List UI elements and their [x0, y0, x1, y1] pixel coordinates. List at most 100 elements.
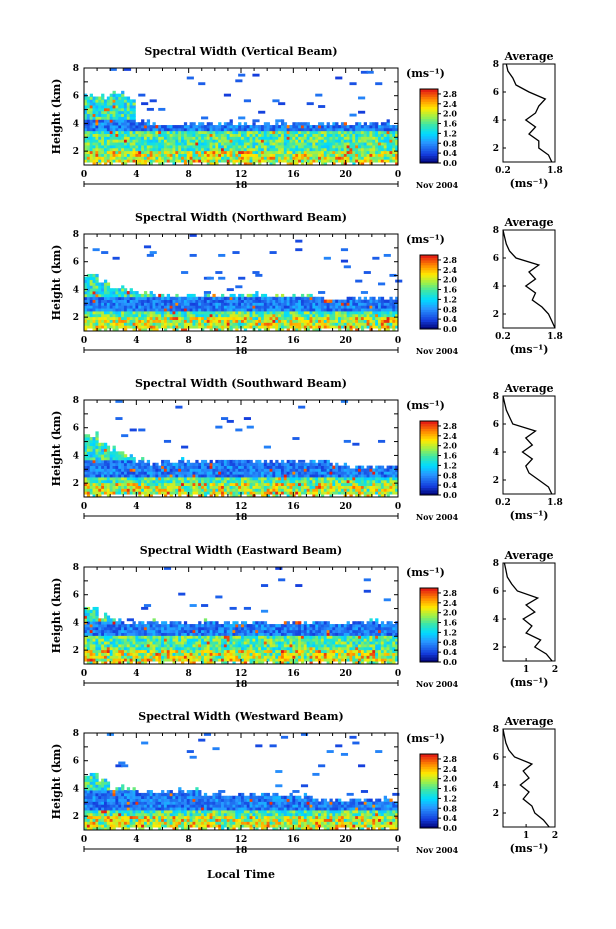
heatmap-cell: [115, 147, 119, 152]
heatmap-cell: [363, 325, 367, 329]
heatmap-cell: [372, 482, 376, 486]
heatmap-cell: [215, 477, 219, 481]
heatmap-cell: [315, 494, 319, 498]
heatmap-cell: [283, 299, 288, 303]
heatmap-cell: [109, 305, 113, 309]
y-axis-label: Height (km): [50, 411, 63, 487]
heatmap-cell: [129, 302, 133, 306]
heatmap-cell: [118, 451, 122, 455]
heatmap-cell: [260, 296, 265, 301]
heatmap-cell: [186, 125, 191, 129]
heatmap-cell: [363, 153, 367, 157]
heatmap-cell: [272, 488, 276, 492]
heatmap-cell: [360, 316, 365, 320]
heatmap-cell: [306, 474, 310, 478]
heatmap-cell: [152, 482, 156, 486]
heatmap-cell: [163, 477, 168, 481]
heatmap-cell: [183, 159, 188, 163]
heatmap-cell: [98, 451, 102, 455]
heatmap-cell: [198, 494, 202, 498]
heatmap-cell: [383, 136, 387, 140]
heatmap-cell: [338, 156, 342, 160]
heatmap-cell: [92, 477, 96, 481]
heatmap-cell: [272, 153, 276, 157]
heatmap-cell: [278, 150, 282, 154]
colorbar-segment: [420, 443, 438, 447]
colorbar-tick-label: 0.8: [443, 138, 457, 148]
heatmap-cell: [141, 150, 145, 154]
heatmap-cell: [266, 479, 270, 484]
heatmap-cell: [232, 162, 236, 166]
heatmap-cell: [109, 471, 113, 475]
heatmap-cell: [221, 325, 225, 329]
heatmap-cell: [360, 299, 365, 303]
heatmap-cell: [121, 454, 125, 458]
heatmap-cell: [292, 465, 296, 469]
heatmap-cell: [289, 153, 293, 157]
heatmap-cell: [115, 474, 119, 478]
heatmap-cell: [121, 479, 125, 484]
heatmap-cell: [355, 468, 359, 472]
heatmap-cell: [278, 156, 282, 160]
heatmap-cell: [272, 325, 276, 329]
heatmap-cell: [135, 313, 139, 318]
heatmap-cell: [98, 313, 102, 318]
heatmap-cell: [315, 325, 319, 329]
heatmap-cell: [189, 474, 193, 478]
heatmap-cell: [118, 96, 122, 100]
colorbar-frame: [419, 420, 439, 496]
heatmap-cell: [186, 76, 194, 80]
heatmap-cell: [198, 136, 202, 140]
heatmap-cell: [352, 308, 356, 312]
heatmap-cell: [232, 485, 236, 489]
heatmap-cell: [92, 156, 96, 160]
heatmap-cell: [349, 142, 353, 146]
heatmap-cell: [178, 459, 182, 464]
heatmap-cell: [326, 159, 330, 163]
heatmap-cell: [92, 494, 96, 498]
heatmap-cell: [238, 322, 242, 326]
heatmap-cell: [335, 150, 339, 154]
heatmap-cell: [86, 130, 91, 135]
y-tick-label: 4: [73, 285, 79, 295]
heatmap-cell: [115, 105, 119, 109]
heatmap-cell: [155, 325, 159, 329]
heatmap-cell: [141, 147, 145, 152]
heatmap-cell: [152, 136, 156, 140]
heatmap-cell: [126, 127, 131, 132]
heatmap-cell: [346, 136, 350, 140]
heatmap-cell: [98, 293, 102, 298]
heatmap-cell: [238, 302, 242, 306]
heatmap-cell: [375, 313, 379, 318]
heatmap-cell: [143, 328, 148, 332]
heatmap-cell: [241, 471, 245, 475]
heatmap-cell: [383, 482, 387, 486]
heatmap-cell: [169, 296, 173, 301]
heatmap-cell: [115, 457, 119, 461]
heatmap-cell: [198, 125, 202, 129]
heatmap-cell: [395, 147, 399, 152]
heatmap-cell: [272, 296, 276, 301]
heatmap-cell: [112, 491, 116, 495]
heatmap-cell: [249, 479, 253, 484]
heatmap-cell: [386, 119, 390, 123]
heatmap-cell: [149, 291, 153, 295]
heatmap-cell: [375, 308, 379, 312]
heatmap-cell: [218, 156, 222, 160]
heatmap-cell: [189, 491, 193, 495]
heatmap-cell: [280, 316, 285, 320]
colorbar-segment: [420, 118, 438, 122]
heatmap-cell: [198, 471, 202, 475]
heatmap-cell: [378, 313, 382, 318]
heatmap-cell: [169, 325, 173, 329]
heatmap-cell: [323, 142, 328, 146]
heatmap-cell: [326, 122, 330, 126]
heatmap-cell: [243, 159, 248, 163]
heatmap-cell: [263, 127, 268, 132]
heatmap-cell: [383, 477, 387, 481]
heatmap-cell: [166, 313, 171, 318]
heatmap-cell: [126, 313, 131, 318]
heatmap-cell: [149, 316, 153, 320]
heatmap-cell: [103, 319, 108, 323]
heatmap-cell: [106, 153, 111, 157]
